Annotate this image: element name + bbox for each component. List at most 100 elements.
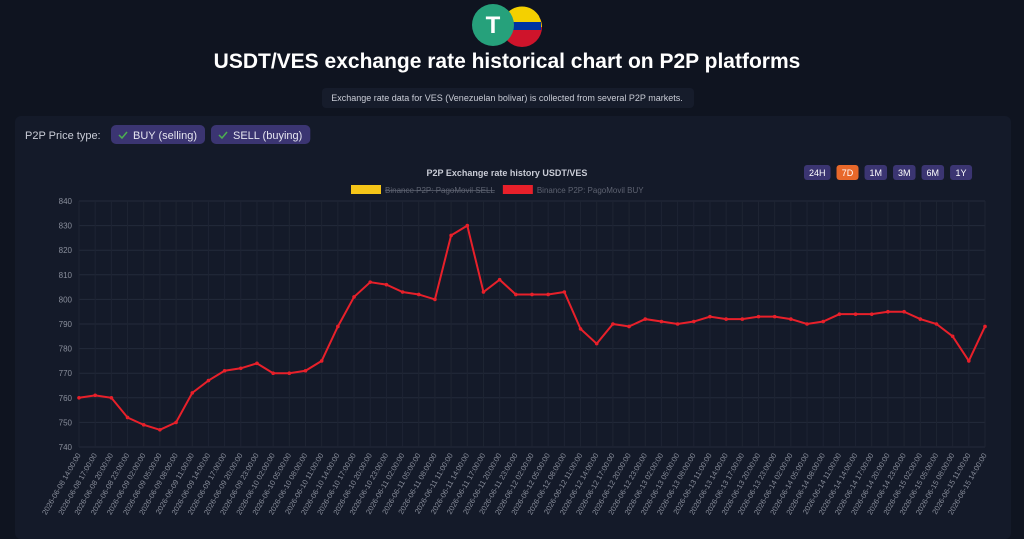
data-point — [352, 295, 356, 299]
range-button[interactable]: 7D — [836, 165, 859, 180]
data-point — [886, 309, 890, 314]
range-button-bg[interactable] — [950, 165, 973, 180]
data-point — [158, 427, 162, 432]
data-point — [853, 312, 858, 316]
y-tick-label: 810 — [59, 271, 73, 280]
page-title: USDT/VES exchange rate historical chart … — [214, 50, 801, 73]
y-tick-label: 830 — [59, 222, 73, 231]
data-point — [222, 368, 227, 373]
range-button-label[interactable]: 1M — [870, 168, 883, 178]
data-point — [449, 233, 453, 238]
data-point — [319, 359, 324, 363]
y-tick-label: 770 — [59, 369, 73, 378]
data-point — [756, 314, 761, 319]
price-type-chip[interactable]: SELL (buying) — [211, 125, 311, 144]
chip-label[interactable]: BUY (selling) — [133, 130, 197, 142]
data-point — [514, 292, 518, 297]
subtitle-box — [322, 88, 694, 108]
chip-bg[interactable] — [111, 125, 205, 144]
data-point — [125, 415, 130, 420]
data-point — [934, 322, 939, 326]
range-button-label[interactable]: 24H — [809, 168, 826, 178]
data-point — [384, 282, 389, 287]
chip-bg[interactable] — [211, 125, 311, 144]
range-button-bg[interactable] — [804, 165, 831, 180]
data-point — [416, 292, 421, 297]
data-point — [578, 327, 583, 331]
price-type-label: P2P Price type: — [25, 130, 101, 142]
data-point — [336, 324, 340, 329]
chip-label[interactable]: SELL (buying) — [233, 130, 302, 142]
range-button-label[interactable]: 6M — [927, 168, 940, 178]
data-point — [821, 319, 826, 324]
range-button-label[interactable]: 7D — [842, 168, 854, 178]
data-point — [77, 396, 81, 400]
data-point — [546, 292, 550, 297]
data-point — [433, 297, 437, 302]
range-button-bg[interactable] — [893, 165, 916, 180]
data-point — [497, 277, 502, 282]
check-icon — [118, 131, 128, 140]
data-point — [983, 324, 987, 329]
legend-label[interactable]: Binance P2P: PagoMovil BUY — [537, 186, 644, 195]
range-button-bg[interactable] — [836, 165, 859, 180]
legend-label[interactable]: Binance P2P: PagoMovil SELL — [385, 186, 495, 195]
price-type-chip[interactable]: BUY (selling) — [111, 125, 205, 144]
data-point — [967, 359, 971, 363]
y-tick-label: 800 — [59, 295, 73, 304]
y-tick-label: 760 — [59, 394, 73, 403]
data-point — [708, 314, 712, 319]
data-point — [400, 290, 405, 294]
data-point — [918, 317, 923, 321]
y-tick-label: 750 — [59, 418, 73, 427]
data-point — [611, 322, 615, 326]
range-button-label[interactable]: 1Y — [956, 168, 967, 178]
data-point — [659, 319, 664, 324]
range-button[interactable]: 6M — [921, 165, 945, 180]
chart-panel — [15, 116, 1011, 539]
range-button-label[interactable]: 3M — [898, 168, 911, 178]
data-point — [691, 319, 696, 324]
data-point — [594, 341, 599, 346]
data-point — [902, 309, 906, 314]
data-point — [368, 280, 373, 284]
range-button-bg[interactable] — [864, 165, 888, 180]
data-point — [562, 290, 567, 294]
chart-title: P2P Exchange rate history USDT/VES — [427, 168, 588, 178]
range-button[interactable]: 1Y — [950, 165, 973, 180]
range-button[interactable]: 24H — [804, 165, 831, 180]
range-button-bg[interactable] — [921, 165, 945, 180]
y-tick-label: 740 — [59, 443, 73, 452]
legend-swatch[interactable] — [502, 185, 533, 194]
data-point — [724, 317, 728, 321]
data-point — [740, 317, 745, 321]
range-button[interactable]: 1M — [864, 165, 888, 180]
data-point — [287, 371, 292, 376]
data-point — [627, 324, 631, 329]
check-icon — [218, 131, 228, 140]
data-point — [675, 322, 680, 326]
data-point — [174, 420, 178, 425]
y-tick-label: 820 — [59, 246, 73, 255]
svg-text:T: T — [486, 12, 501, 39]
data-point — [190, 391, 195, 395]
data-point — [530, 292, 534, 297]
data-point — [465, 223, 470, 228]
y-tick-label: 780 — [59, 345, 73, 354]
y-tick-label: 790 — [59, 320, 73, 329]
data-point — [837, 312, 842, 316]
data-point — [109, 396, 114, 400]
data-point — [772, 314, 777, 319]
data-point — [789, 317, 793, 321]
data-point — [93, 393, 97, 398]
range-button[interactable]: 3M — [893, 165, 916, 180]
data-point — [950, 334, 955, 339]
data-point — [869, 312, 874, 316]
legend-swatch[interactable] — [351, 185, 381, 194]
data-point — [303, 368, 308, 373]
data-point — [481, 290, 486, 294]
data-point — [206, 378, 211, 383]
data-point — [271, 371, 275, 376]
y-tick-label: 840 — [59, 197, 73, 206]
page-subtitle: Exchange rate data for VES (Venezuelan b… — [331, 93, 683, 103]
